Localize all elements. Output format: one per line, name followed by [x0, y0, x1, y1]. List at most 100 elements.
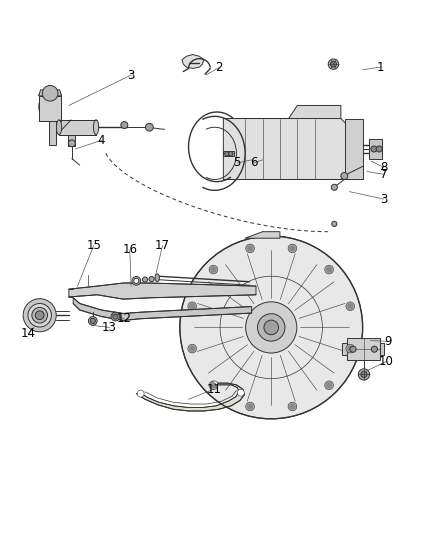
Circle shape	[35, 311, 44, 320]
Ellipse shape	[93, 120, 99, 135]
Polygon shape	[223, 118, 350, 180]
Circle shape	[246, 302, 297, 353]
Polygon shape	[59, 120, 96, 135]
Polygon shape	[223, 151, 234, 156]
Text: 16: 16	[122, 244, 137, 256]
Text: 15: 15	[86, 239, 101, 252]
Polygon shape	[136, 383, 244, 411]
Circle shape	[246, 244, 254, 253]
Text: 17: 17	[155, 239, 170, 252]
Text: 6: 6	[250, 156, 258, 169]
Circle shape	[209, 381, 218, 390]
Polygon shape	[380, 343, 385, 356]
Circle shape	[350, 346, 356, 352]
Polygon shape	[182, 54, 204, 68]
Circle shape	[246, 402, 254, 411]
Polygon shape	[39, 96, 61, 121]
Text: 4: 4	[98, 134, 105, 147]
Text: 5: 5	[233, 156, 241, 169]
Text: 11: 11	[206, 383, 221, 395]
Circle shape	[134, 278, 139, 284]
Circle shape	[264, 320, 279, 335]
Polygon shape	[245, 232, 280, 238]
Ellipse shape	[57, 120, 62, 135]
Text: 3: 3	[127, 69, 135, 82]
Polygon shape	[342, 343, 347, 356]
Circle shape	[341, 173, 348, 180]
Circle shape	[23, 298, 56, 332]
Circle shape	[90, 318, 95, 324]
Circle shape	[361, 372, 367, 377]
Polygon shape	[39, 90, 61, 96]
Circle shape	[113, 314, 118, 319]
Circle shape	[111, 312, 120, 321]
Text: 7: 7	[380, 168, 387, 181]
Circle shape	[348, 346, 353, 351]
Circle shape	[348, 304, 353, 309]
Text: 10: 10	[379, 355, 394, 368]
Circle shape	[346, 344, 355, 353]
Circle shape	[28, 303, 51, 327]
Circle shape	[288, 402, 297, 411]
Circle shape	[180, 236, 363, 419]
Circle shape	[145, 123, 153, 131]
Polygon shape	[347, 338, 380, 360]
Circle shape	[225, 151, 229, 156]
Text: 9: 9	[384, 335, 392, 348]
Circle shape	[290, 246, 295, 251]
Circle shape	[358, 369, 370, 380]
Circle shape	[190, 304, 195, 309]
Circle shape	[326, 267, 332, 272]
Circle shape	[346, 302, 355, 311]
Circle shape	[42, 85, 58, 101]
Text: 12: 12	[117, 312, 132, 325]
Circle shape	[211, 267, 216, 272]
Polygon shape	[345, 118, 363, 180]
Circle shape	[188, 302, 197, 311]
Circle shape	[247, 404, 253, 409]
Polygon shape	[73, 298, 252, 320]
Circle shape	[68, 140, 75, 147]
Polygon shape	[69, 283, 256, 299]
Circle shape	[288, 244, 297, 253]
Circle shape	[376, 146, 382, 152]
Circle shape	[331, 184, 337, 190]
Polygon shape	[49, 110, 56, 144]
Circle shape	[121, 122, 128, 128]
Circle shape	[371, 146, 377, 152]
Circle shape	[325, 381, 333, 390]
Circle shape	[211, 383, 216, 388]
Polygon shape	[68, 135, 75, 146]
Circle shape	[325, 265, 333, 274]
Circle shape	[229, 151, 233, 156]
Circle shape	[132, 277, 141, 285]
Ellipse shape	[39, 92, 61, 121]
Ellipse shape	[155, 274, 159, 282]
Text: 13: 13	[102, 321, 117, 334]
Text: 1: 1	[376, 61, 384, 74]
Circle shape	[290, 404, 295, 409]
Polygon shape	[369, 140, 382, 158]
Circle shape	[209, 265, 218, 274]
Text: 2: 2	[215, 61, 223, 74]
Circle shape	[371, 346, 378, 352]
Circle shape	[188, 344, 197, 353]
Circle shape	[88, 317, 97, 325]
Polygon shape	[228, 106, 341, 118]
Circle shape	[332, 221, 337, 227]
Text: 14: 14	[21, 327, 36, 341]
Circle shape	[326, 383, 332, 388]
Circle shape	[32, 308, 47, 323]
Circle shape	[237, 389, 244, 396]
Text: 3: 3	[380, 192, 387, 206]
Circle shape	[328, 59, 339, 69]
Text: 8: 8	[380, 161, 387, 174]
Circle shape	[137, 390, 144, 397]
Circle shape	[212, 381, 218, 387]
Circle shape	[330, 61, 336, 67]
Circle shape	[258, 314, 285, 341]
Circle shape	[190, 346, 195, 351]
Circle shape	[142, 277, 148, 282]
Circle shape	[149, 277, 154, 282]
Circle shape	[247, 246, 253, 251]
